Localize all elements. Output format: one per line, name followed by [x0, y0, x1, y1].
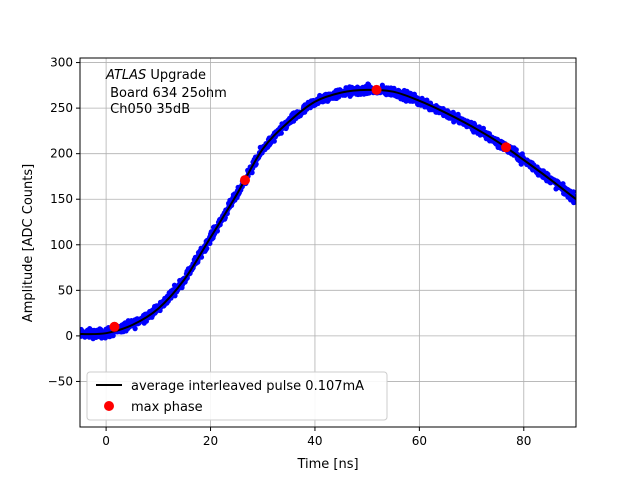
x-tick-label: 60: [412, 434, 427, 448]
sample-point: [424, 97, 430, 103]
annotation-line-1: ATLAS Upgrade: [105, 68, 206, 83]
max-phase-marker: [501, 142, 512, 153]
annotation-line-2: Board 634 25ohm: [106, 86, 227, 101]
x-axis-ticks: 0 20 40 60 80: [102, 427, 531, 448]
sample-point: [570, 189, 576, 195]
legend-label-average: average interleaved pulse 0.107mA: [131, 379, 364, 394]
y-tick-label: 300: [50, 56, 73, 70]
x-axis-label: Time [ns]: [296, 457, 358, 472]
max-phase-markers: [109, 84, 512, 332]
plot-area: [80, 58, 576, 427]
average-pulse-line: [80, 88, 576, 336]
legend-box: [86, 371, 388, 421]
y-tick-label: 250: [50, 101, 73, 115]
x-tick-label: 40: [307, 434, 322, 448]
plot-frame: [79, 57, 577, 428]
max-phase-marker: [109, 321, 120, 332]
x-tick-label: 80: [516, 434, 531, 448]
sample-point: [249, 170, 255, 176]
annotation-block: ATLAS Upgrade Board 634 25ohm Ch050 35dB: [105, 68, 227, 117]
y-tick-label: 150: [50, 192, 73, 206]
legend: average interleaved pulse 0.107mA max ph…: [86, 371, 388, 421]
max-phase-marker: [371, 84, 382, 95]
sample-point: [172, 293, 178, 299]
atlas-italic: ATLAS: [105, 68, 146, 83]
y-axis-label: Amplitude [ADC Counts]: [21, 164, 36, 322]
legend-marker-swatch: [104, 401, 114, 411]
y-tick-label: 0: [65, 329, 73, 343]
sample-point: [271, 138, 277, 144]
y-tick-label: −50: [48, 374, 73, 388]
upgrade-text: Upgrade: [146, 68, 206, 83]
sample-point: [132, 326, 138, 332]
sample-point: [278, 130, 284, 136]
x-tick-label: 20: [203, 434, 218, 448]
max-phase-marker: [239, 175, 250, 186]
y-tick-label: 200: [50, 147, 73, 161]
y-axis-ticks: −50 0 50 100 150 200 250 300: [48, 56, 80, 388]
y-tick-label: 50: [58, 283, 73, 297]
annotation-line-3: Ch050 35dB: [106, 102, 190, 117]
y-tick-label: 100: [50, 238, 73, 252]
x-tick-label: 0: [102, 434, 110, 448]
legend-label-max-phase: max phase: [131, 400, 203, 415]
